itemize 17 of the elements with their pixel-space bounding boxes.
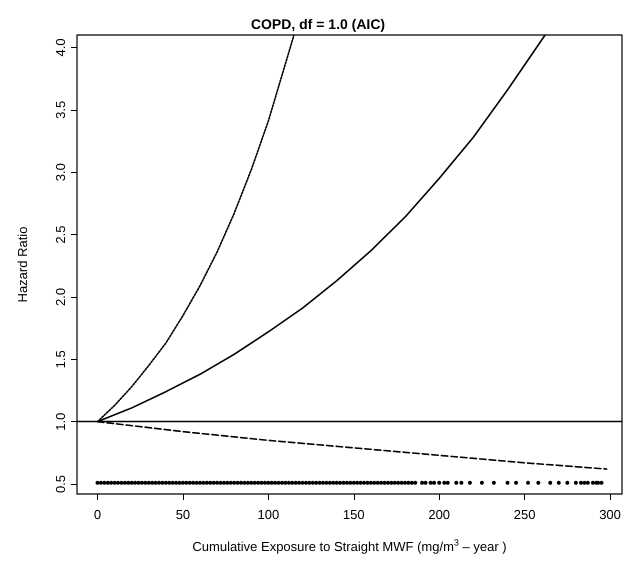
y-tick-label: 3.5: [53, 100, 68, 119]
chart-title: COPD, df = 1.0 (AIC): [250, 16, 386, 32]
y-tick-label: 1.5: [53, 350, 68, 368]
y-tick-label: 0.5: [53, 474, 68, 494]
x-tick-label: 100: [257, 507, 280, 522]
y-tick-label: 1.0: [53, 412, 68, 431]
y-axis-title: Hazard Ratio: [15, 226, 30, 302]
x-tick-label: 50: [176, 507, 190, 522]
x-tick-label: 300: [599, 507, 621, 522]
x-tick-label: 0: [94, 507, 102, 522]
y-tick-label: 3.0: [53, 163, 68, 182]
y-tick-label: 2.0: [53, 288, 68, 306]
x-tick-label: 200: [428, 507, 450, 522]
x-tick-label: 150: [342, 507, 365, 522]
y-tick-label: 4.0: [53, 38, 68, 57]
y-tick-label: 2.5: [53, 226, 68, 244]
x-tick-label: 250: [514, 507, 536, 522]
